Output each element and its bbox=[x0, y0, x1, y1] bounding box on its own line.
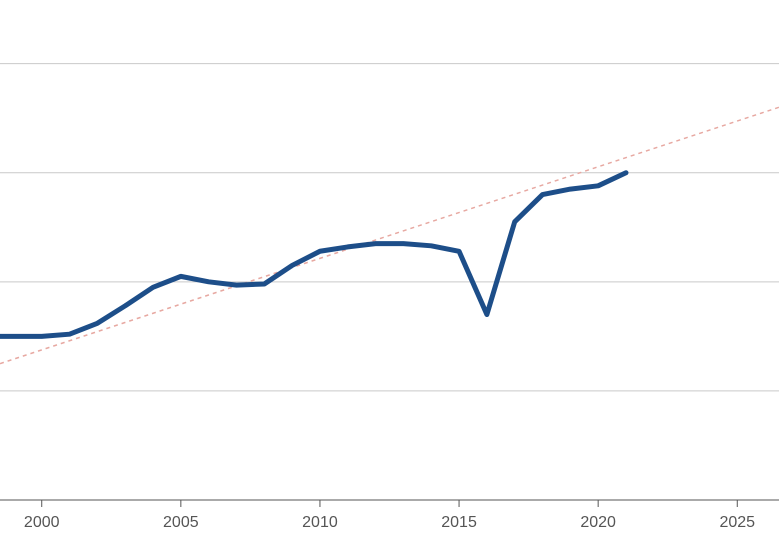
x-tick-label-3: 2015 bbox=[441, 514, 477, 531]
chart-svg: 2000 2005 2010 2015 2020 2025 bbox=[0, 0, 779, 557]
chart-background bbox=[0, 0, 779, 557]
line-chart: 2000 2005 2010 2015 2020 2025 bbox=[0, 0, 779, 557]
x-tick-label-1: 2005 bbox=[163, 514, 199, 531]
x-tick-label-2: 2010 bbox=[302, 514, 338, 531]
x-tick-label-5: 2025 bbox=[719, 514, 755, 531]
x-tick-label-4: 2020 bbox=[580, 514, 616, 531]
x-tick-label-0: 2000 bbox=[24, 514, 60, 531]
